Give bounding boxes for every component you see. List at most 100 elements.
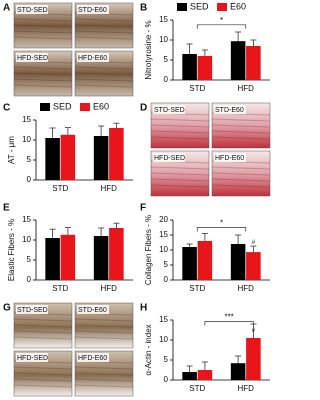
x-tick-label: STD <box>189 284 205 293</box>
panel-letter: C <box>3 103 10 114</box>
y-axis-label: Elastic Fibers - % <box>7 219 16 281</box>
tissue-stripe <box>13 84 73 88</box>
x-tick-label: HFD <box>101 284 118 293</box>
image-label-bg <box>16 53 48 62</box>
panel-letter: F <box>140 203 146 214</box>
tissue-stripe <box>150 130 210 134</box>
x-tick-label: STD <box>52 284 68 293</box>
tissue-stripe <box>13 336 73 340</box>
y-tick-label: 0 <box>164 75 169 84</box>
bar <box>230 363 246 380</box>
bar <box>182 247 197 280</box>
x-tick-label: HFD <box>238 384 255 393</box>
figure: A STD-SED STD-E60 HFD-SED HFD-E60 D STD-SED STD… <box>3 1 271 397</box>
tissue-stripe <box>150 178 210 182</box>
image-label: STD-SED <box>17 7 48 14</box>
bar <box>197 56 213 80</box>
bar <box>93 136 109 180</box>
legend-swatch <box>217 3 227 11</box>
image-label-bg <box>77 53 109 62</box>
tissue-stripe <box>74 324 134 328</box>
x-tick-label: STD <box>52 184 68 193</box>
tissue-stripe <box>74 318 134 322</box>
image-label-bg <box>153 153 185 162</box>
panel-letter: G <box>3 303 11 314</box>
y-axis-label: Collagen Fibers - % <box>144 215 153 285</box>
tissue-stripe <box>13 30 73 34</box>
y-axis-label: Nitrotyrosine - % <box>144 20 153 79</box>
image-label: STD-E60 <box>78 307 107 314</box>
image-label: STD-SED <box>154 107 185 114</box>
bar <box>197 370 213 380</box>
image-label-bg <box>214 105 246 114</box>
image-label: STD-E60 <box>78 7 107 14</box>
tissue-stripe <box>150 184 210 188</box>
y-tick-label: 10 <box>22 235 31 244</box>
bar <box>109 228 124 280</box>
y-tick-label: 10 <box>22 135 31 144</box>
significance-mark: # <box>252 240 256 246</box>
tissue-stripe <box>74 66 134 70</box>
tissue-stripe <box>211 166 271 170</box>
x-tick-label: HFD <box>238 84 255 93</box>
significance-mark: *** <box>224 313 233 322</box>
bar <box>182 54 197 80</box>
image-label: HFD-E60 <box>78 55 107 62</box>
significance-mark: # <box>252 328 256 334</box>
tissue-stripe <box>150 124 210 128</box>
tissue-stripe <box>13 384 73 388</box>
y-tick-label: 15 <box>22 115 31 124</box>
tissue-stripe <box>13 318 73 322</box>
tissue-stripe <box>74 336 134 340</box>
tissue-stripe <box>211 178 271 182</box>
bar <box>60 234 76 280</box>
tissue-stripe <box>74 24 134 28</box>
bar <box>60 134 76 180</box>
tissue-stripe <box>150 172 210 176</box>
image-label: STD-E60 <box>215 107 244 114</box>
tissue-stripe <box>13 24 73 28</box>
y-tick-label: 10 <box>159 35 168 44</box>
tissue-stripe <box>13 18 73 22</box>
tissue-stripe <box>74 330 134 334</box>
tissue-stripe <box>150 136 210 140</box>
x-tick-label: STD <box>189 84 205 93</box>
tissue-stripe <box>74 372 134 376</box>
significance-bracket <box>196 227 247 232</box>
legend-swatch <box>40 103 50 111</box>
tissue-stripe <box>211 172 271 176</box>
tissue-stripe <box>74 78 134 82</box>
legend-swatch <box>80 103 90 111</box>
tissue-stripe <box>74 72 134 76</box>
tissue-stripe <box>211 118 271 122</box>
legend-label: SED <box>190 1 209 11</box>
tissue-stripe <box>211 184 271 188</box>
significance-bracket <box>204 321 254 326</box>
image-label-bg <box>16 353 48 362</box>
panel-letter: B <box>140 3 147 14</box>
x-tick-label: STD <box>189 384 205 393</box>
bar <box>45 138 60 180</box>
bar <box>230 244 246 280</box>
image-label-bg <box>153 105 185 114</box>
legend-label: E60 <box>93 101 109 111</box>
y-tick-label: 10 <box>159 245 168 254</box>
y-tick-label: 5 <box>164 55 169 64</box>
panel-letter: A <box>3 3 10 14</box>
y-axis-label: AT - μm <box>7 136 16 164</box>
image-label-bg <box>16 5 48 14</box>
image-label-bg <box>214 153 246 162</box>
bar <box>246 252 261 280</box>
tissue-stripe <box>13 330 73 334</box>
tissue-stripe <box>13 378 73 382</box>
panel-letter: D <box>140 103 147 114</box>
y-axis-label: α-Actin - index <box>144 324 153 375</box>
image-label-bg <box>77 5 109 14</box>
legend-swatch <box>177 3 187 11</box>
tissue-stripe <box>13 72 73 76</box>
tissue-stripe <box>150 118 210 122</box>
significance-mark: * <box>220 16 223 25</box>
tissue-stripe <box>74 18 134 22</box>
y-tick-label: 15 <box>159 15 168 24</box>
significance-bracket <box>196 24 247 29</box>
